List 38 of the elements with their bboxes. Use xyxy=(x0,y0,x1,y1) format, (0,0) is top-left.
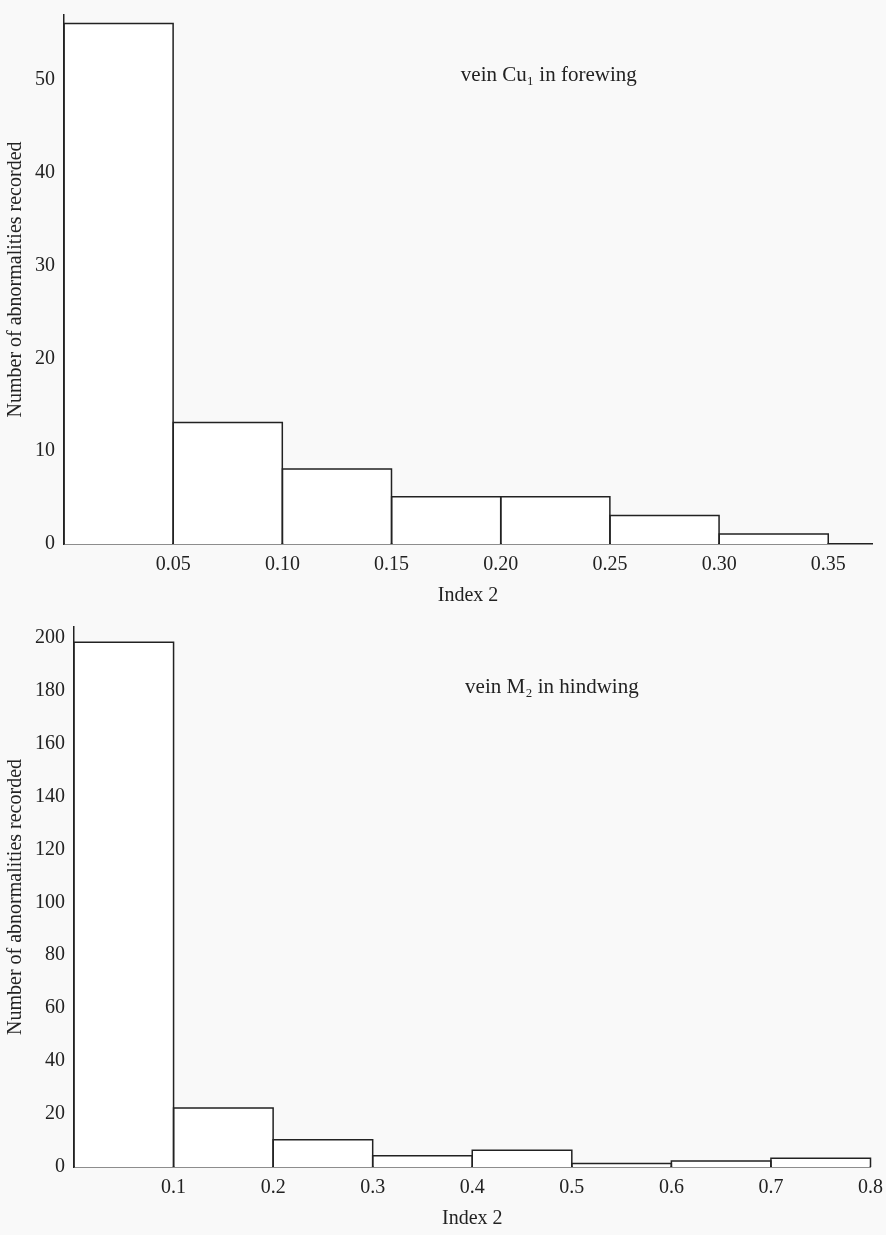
y-tick-label: 200 xyxy=(35,624,65,647)
y-tick-label: 0 xyxy=(55,1154,65,1177)
y-tick-label: 40 xyxy=(35,160,55,183)
y-axis-title: Number of abnormalities recorded xyxy=(3,758,26,1036)
x-tick-label: 0.10 xyxy=(264,552,300,575)
x-tick-label: 0.35 xyxy=(810,552,846,575)
x-tick-label: 0.4 xyxy=(459,1175,485,1198)
x-tick-label: 0.20 xyxy=(483,552,519,575)
x-tick-label: 0.7 xyxy=(758,1175,784,1198)
text: vein Cu₁ in forewing xyxy=(460,61,638,86)
x-tick-label: 0.25 xyxy=(592,552,628,575)
y-tick-label: 180 xyxy=(35,677,65,700)
y-tick-label: 0 xyxy=(45,531,55,554)
y-tick-label: 50 xyxy=(35,67,55,90)
y-tick-label: 60 xyxy=(45,995,65,1018)
x-tick-label: 0.2 xyxy=(260,1175,286,1198)
y-tick-label: 10 xyxy=(35,438,55,461)
y-tick-label: 30 xyxy=(35,252,55,275)
y-tick-label: 140 xyxy=(35,783,65,806)
x-tick-label: 0.1 xyxy=(161,1175,187,1198)
y-tick-label: 160 xyxy=(35,730,65,753)
x-tick-label: 0.15 xyxy=(374,552,410,575)
x-tick-label: 0.5 xyxy=(559,1175,585,1198)
x-axis-title: Index 2 xyxy=(441,1206,503,1229)
y-tick-label: 20 xyxy=(35,345,55,368)
y-tick-label: 20 xyxy=(45,1101,65,1124)
x-tick-label: 0.05 xyxy=(155,552,191,575)
y-tick-label: 40 xyxy=(45,1048,65,1071)
x-tick-label: 0.30 xyxy=(701,552,737,575)
text: vein M₂ in hindwing xyxy=(465,673,640,698)
y-tick-label: 80 xyxy=(45,942,65,965)
y-tick-label: 120 xyxy=(35,836,65,859)
x-tick-label: 0.8 xyxy=(858,1175,883,1198)
y-axis-title: Number of abnormalities recorded xyxy=(3,141,26,418)
x-tick-label: 0.6 xyxy=(658,1175,684,1198)
y-tick-label: 100 xyxy=(35,889,65,912)
x-axis-title: Index 2 xyxy=(437,583,499,606)
x-tick-label: 0.3 xyxy=(360,1175,386,1198)
